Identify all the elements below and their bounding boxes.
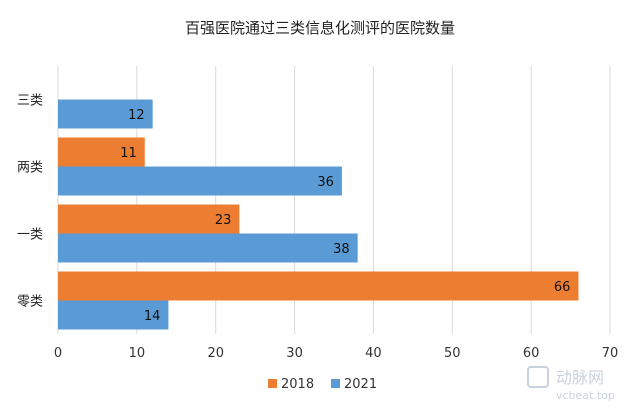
data-label: 36 <box>317 175 334 190</box>
watermark-url: vcbeat.top <box>556 389 615 402</box>
data-label: 38 <box>333 242 350 257</box>
x-tick-label: 50 <box>444 346 461 361</box>
category-label: 三类 <box>17 94 43 109</box>
legend-swatch-2021 <box>331 379 340 388</box>
x-tick-label: 20 <box>207 346 224 361</box>
legend-swatch-2018 <box>268 379 277 388</box>
x-tick-label: 70 <box>602 346 619 361</box>
bar-2021 <box>58 166 342 196</box>
data-label: 23 <box>215 213 232 228</box>
watermark-brand: 动脉网 <box>556 368 604 387</box>
category-label: 零类 <box>17 295 43 310</box>
legend-label: 2018 <box>281 377 314 392</box>
data-label: 11 <box>120 146 137 161</box>
x-tick-label: 40 <box>365 346 382 361</box>
watermark-logo-icon <box>527 366 549 388</box>
bar-2021 <box>58 233 358 263</box>
x-tick-label: 30 <box>286 346 303 361</box>
category-label: 两类 <box>17 161 43 176</box>
legend-label: 2021 <box>344 377 377 392</box>
x-tick-labels: 0 10 20 30 40 50 60 70 <box>54 346 618 361</box>
x-tick-label: 10 <box>129 346 146 361</box>
data-label: 12 <box>128 108 145 123</box>
bar-2021 <box>58 99 153 129</box>
bar-2018 <box>58 271 579 301</box>
bar-2018 <box>58 137 145 167</box>
bar-2021 <box>58 300 169 330</box>
data-label: 14 <box>144 309 161 324</box>
x-tick-label: 0 <box>54 346 62 361</box>
watermark: 动脉网 vcbeat.top <box>527 366 615 402</box>
legend: 2018 2021 <box>268 377 377 392</box>
data-labels: 12 11 36 23 38 66 14 <box>120 108 570 324</box>
chart-title: 百强医院通过三类信息化测评的医院数量 <box>185 19 455 37</box>
category-label: 一类 <box>17 228 43 243</box>
data-label: 66 <box>554 280 571 295</box>
x-tick-label: 60 <box>523 346 540 361</box>
bars <box>58 99 579 330</box>
bar-2018 <box>58 204 240 234</box>
